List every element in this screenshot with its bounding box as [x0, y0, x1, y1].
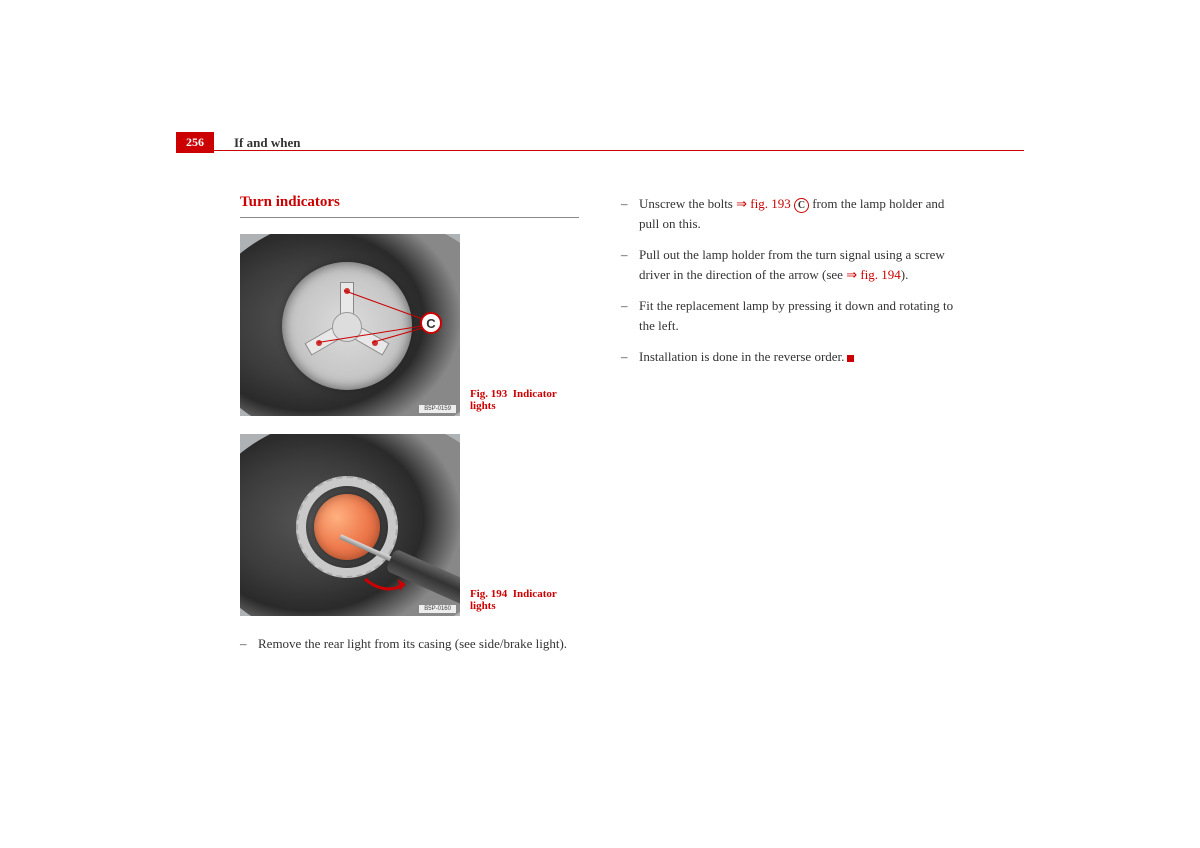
callout-c-marker: C	[420, 312, 442, 334]
figure-193: C B5P-0159 Fig. 193 Indicator lights	[240, 234, 579, 416]
list-item: Remove the rear light from its casing (s…	[240, 634, 579, 654]
figure-193-photo: C B5P-0159	[240, 234, 460, 416]
figure-194-code: B5P-0160	[419, 605, 456, 613]
left-instruction-list: Remove the rear light from its casing (s…	[240, 634, 579, 654]
step-text: Unscrew the bolts	[639, 196, 736, 211]
list-item: Pull out the lamp holder from the turn s…	[621, 245, 960, 284]
step-text: Installation is done in the reverse orde…	[639, 349, 844, 364]
content-area: Turn indicators C B5P-0159	[240, 194, 960, 666]
fig-ref: ⇒ fig. 194	[846, 267, 901, 282]
section-name: If and when	[234, 135, 300, 151]
figure-194: B5P-0160 Fig. 194 Indicator lights	[240, 434, 579, 616]
circled-ref: C	[794, 198, 809, 213]
figure-num: Fig. 194	[470, 588, 507, 600]
list-item: Fit the replacement lamp by pressing it …	[621, 296, 960, 335]
step-text: Fit the replacement lamp by pressing it …	[639, 298, 953, 333]
list-item: Unscrew the bolts ⇒ fig. 193 C from the …	[621, 194, 960, 233]
left-column: Turn indicators C B5P-0159	[240, 194, 579, 666]
step-text: Remove the rear light from its casing (s…	[258, 636, 567, 651]
figure-194-caption: Fig. 194 Indicator lights	[470, 588, 579, 612]
end-marker-icon	[847, 355, 854, 362]
header-rule	[176, 150, 1024, 151]
figure-193-code: B5P-0159	[419, 405, 456, 413]
fig-ref: ⇒ fig. 193	[736, 196, 791, 211]
subheading: Turn indicators	[240, 194, 579, 218]
figure-194-photo: B5P-0160	[240, 434, 460, 616]
arrow-icon	[360, 574, 410, 599]
right-column: Unscrew the bolts ⇒ fig. 193 C from the …	[621, 194, 960, 666]
step-text: ).	[901, 267, 909, 282]
list-item: Installation is done in the reverse orde…	[621, 347, 960, 367]
figure-193-caption: Fig. 193 Indicator lights	[470, 388, 579, 412]
figure-num: Fig. 193	[470, 388, 507, 400]
right-instruction-list: Unscrew the bolts ⇒ fig. 193 C from the …	[621, 194, 960, 367]
